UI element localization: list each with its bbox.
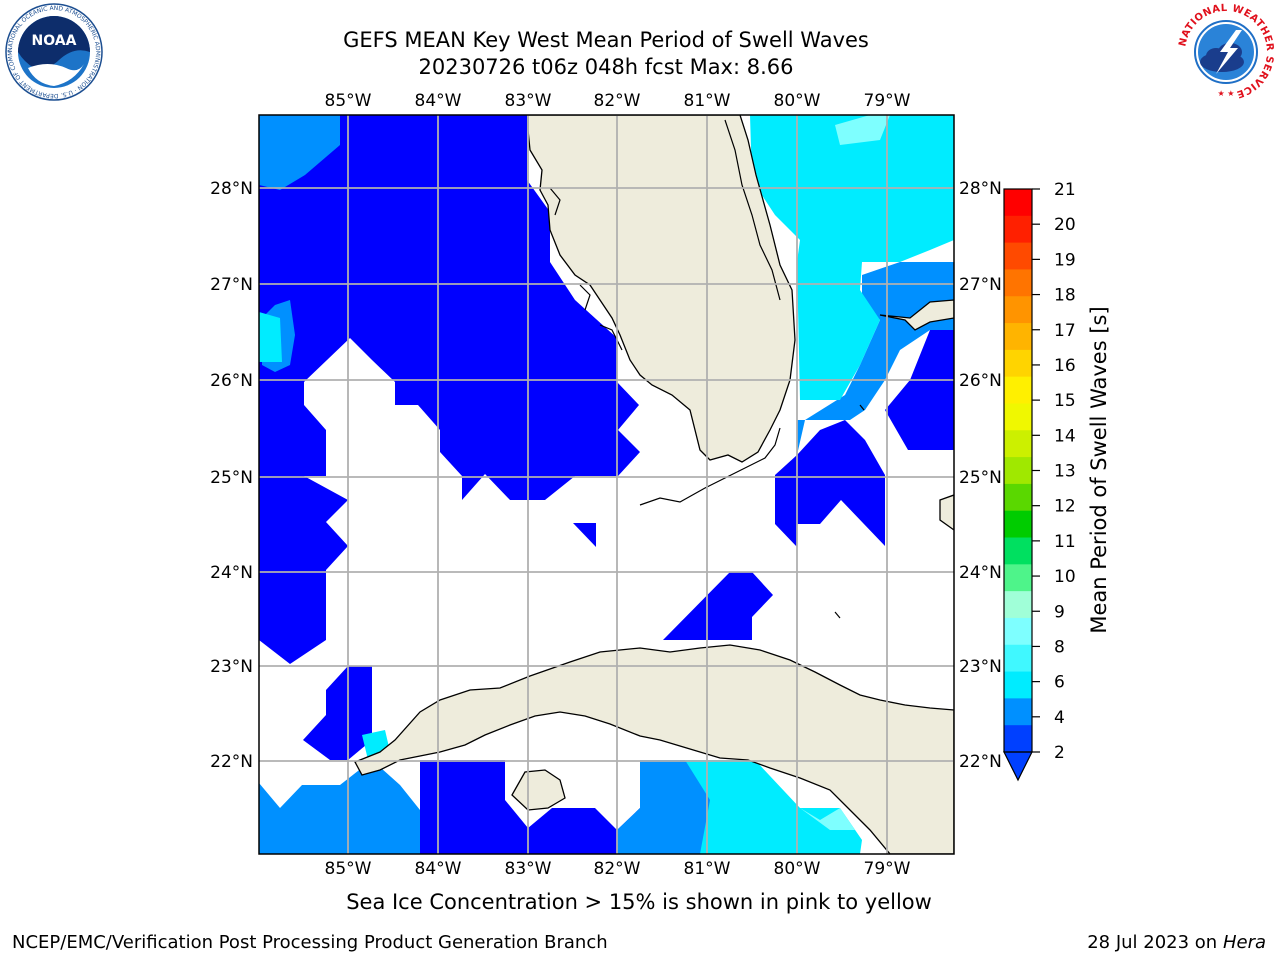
colorbar-segment <box>1004 269 1032 297</box>
colorbar-segment <box>1004 564 1032 592</box>
chart-subtitle: 20230726 t06z 048h fcst Max: 8.66 <box>418 55 794 79</box>
colorbar-segment <box>1004 349 1032 378</box>
colorbar-tick-label: 20 <box>1054 215 1076 235</box>
lat-label-left: 26°N <box>210 371 253 391</box>
colorbar-tick-label: 18 <box>1054 286 1076 306</box>
coast-details <box>549 119 865 619</box>
colorbar-segment <box>1004 698 1032 726</box>
lon-label-top: 81°W <box>684 91 731 111</box>
svg-text:★ ★: ★ ★ <box>1218 89 1235 98</box>
colorbar <box>1004 189 1032 753</box>
noaa-logo: NATIONAL OCEANIC AND ATMOSPHERIC ADMINIS… <box>2 0 104 102</box>
lon-label-bottom: 83°W <box>505 859 552 879</box>
colorbar-segment <box>1004 644 1032 673</box>
colorbar-tick-label: 2 <box>1054 743 1065 763</box>
colorbar-tick-label: 16 <box>1054 356 1076 376</box>
lat-label-left: 25°N <box>210 468 253 488</box>
colorbar-tick-label: 11 <box>1054 532 1076 552</box>
footer-branch: NCEP/EMC/Verification Post Processing Pr… <box>12 932 608 953</box>
lat-label-left: 24°N <box>210 563 253 583</box>
lat-label-right: 22°N <box>959 752 1002 772</box>
lon-label-bottom: 79°W <box>864 859 911 879</box>
colorbar-label: Mean Period of Swell Waves [s] <box>1087 306 1111 633</box>
map-gridlines <box>259 115 954 854</box>
land-florida <box>527 115 954 531</box>
lat-label-left: 28°N <box>210 179 253 199</box>
colorbar-tick-label: 12 <box>1054 497 1076 517</box>
colorbar-segment <box>1004 483 1032 512</box>
colorbar-segment <box>1004 376 1032 404</box>
lon-label-top: 85°W <box>325 91 372 111</box>
colorbar-tick-label: 17 <box>1054 321 1076 341</box>
colorbar-segment <box>1004 323 1032 351</box>
land-cuba <box>354 644 954 854</box>
lon-label-bottom: 82°W <box>594 859 641 879</box>
lon-label-bottom: 84°W <box>415 859 462 879</box>
colorbar-tick-label: 4 <box>1054 708 1065 728</box>
colorbar-tick-label: 6 <box>1054 673 1065 693</box>
colorbar-segment <box>1004 430 1032 458</box>
lon-label-bottom: 81°W <box>684 859 731 879</box>
swell-field-8-9 <box>800 115 890 830</box>
colorbar-tick-label: 13 <box>1054 462 1076 482</box>
footer-date-text: 28 Jul 2023 on <box>1087 932 1223 953</box>
lat-label-left: 22°N <box>210 752 253 772</box>
colorbar-tick-label: 10 <box>1054 567 1076 587</box>
lon-label-bottom: 85°W <box>325 859 372 879</box>
nws-logo: NATIONAL WEATHER SERVICE ★ ★ <box>1176 2 1276 102</box>
colorbar-segment <box>1004 215 1032 244</box>
colorbar-segment <box>1004 242 1032 270</box>
lat-label-left: 27°N <box>210 275 253 295</box>
colorbar-segment <box>1004 591 1032 619</box>
lon-label-bottom: 80°W <box>774 859 821 879</box>
colorbar-tick-label: 8 <box>1054 637 1065 657</box>
lat-label-right: 27°N <box>959 275 1002 295</box>
colorbar-tick-label: 19 <box>1054 250 1076 270</box>
colorbar-segment <box>1004 403 1032 431</box>
map-frame <box>258 114 955 855</box>
noaa-logo-text: NOAA <box>32 33 77 49</box>
lat-label-right: 25°N <box>959 468 1002 488</box>
colorbar-tick-label: 14 <box>1054 426 1076 446</box>
lat-label-right: 23°N <box>959 657 1002 677</box>
lon-label-top: 84°W <box>415 91 462 111</box>
colorbar-segment <box>1004 189 1032 217</box>
lat-label-right: 28°N <box>959 179 1002 199</box>
footer-host: Hera <box>1222 932 1266 953</box>
colorbar-segment <box>1004 510 1032 539</box>
sea-ice-caption: Sea Ice Concentration > 15% is shown in … <box>346 890 932 914</box>
lat-label-right: 26°N <box>959 371 1002 391</box>
colorbar-tick-label: 21 <box>1054 180 1076 200</box>
swell-field-6-8 <box>259 115 954 854</box>
footer-date: 28 Jul 2023 on Hera <box>1087 932 1266 953</box>
lon-label-top: 80°W <box>774 91 821 111</box>
colorbar-segment <box>1004 725 1032 753</box>
colorbar-segment <box>1004 296 1032 324</box>
colorbar-segment <box>1004 537 1032 565</box>
colorbar-segment <box>1004 671 1032 699</box>
chart-title: GEFS MEAN Key West Mean Period of Swell … <box>343 28 869 52</box>
lon-label-top: 83°W <box>505 91 552 111</box>
lat-label-right: 24°N <box>959 563 1002 583</box>
lon-label-top: 82°W <box>594 91 641 111</box>
colorbar-extend-arrow <box>1003 751 1033 782</box>
lat-label-left: 23°N <box>210 657 253 677</box>
colorbar-tick-label: 9 <box>1054 602 1065 622</box>
colorbar-segment <box>1004 457 1032 485</box>
colorbar-segment <box>1004 617 1032 646</box>
colorbar-tick-label: 15 <box>1054 391 1076 411</box>
lon-label-top: 79°W <box>864 91 911 111</box>
